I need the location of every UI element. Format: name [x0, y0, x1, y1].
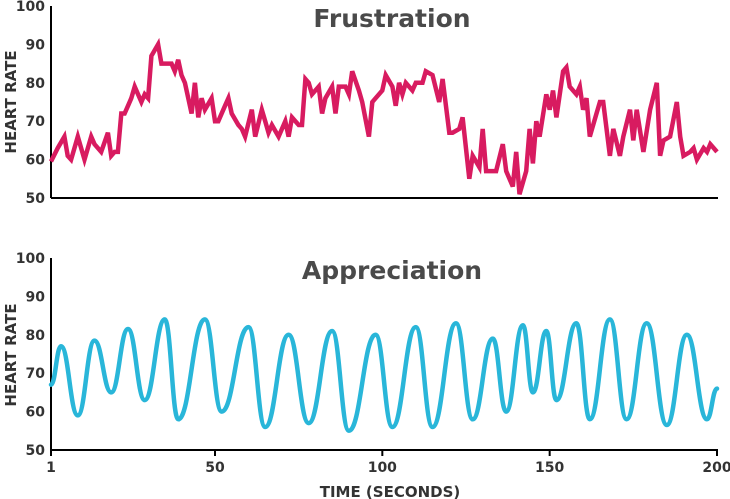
appreciation-x-tick-label: 200 [702, 460, 730, 476]
appreciation-y-tick-label: 80 [26, 328, 46, 344]
frustration-chart-title: Frustration [313, 4, 470, 33]
appreciation-y-tick-label: 100 [16, 251, 45, 267]
appreciation-y-tick-label: 60 [26, 405, 46, 421]
appreciation-x-tick-label: 150 [535, 460, 564, 476]
appreciation-y-tick-label: 50 [26, 443, 46, 459]
appreciation-x-tick-label: 1 [46, 460, 56, 476]
frustration-y-tick-label: 100 [16, 0, 45, 15]
frustration-y-tick-label: 70 [26, 114, 46, 130]
frustration-y-tick-label: 60 [26, 153, 46, 169]
appreciation-x-axis-title: TIME (SECONDS) [320, 483, 461, 499]
appreciation-y-axis-title: HEART RATE [2, 303, 20, 406]
frustration-y-tick-label: 80 [26, 76, 46, 92]
frustration-y-tick-label: 90 [26, 37, 46, 53]
appreciation-y-tick-label: 70 [26, 366, 46, 382]
frustration-y-tick-label: 50 [26, 191, 46, 207]
appreciation-line [48, 317, 720, 434]
frustration-line [48, 37, 719, 195]
appreciation-y-tick-label: 90 [26, 289, 46, 305]
appreciation-x-tick-label: 100 [368, 460, 397, 476]
appreciation-x-tick-label: 50 [205, 460, 225, 476]
appreciation-chart-title: Appreciation [302, 256, 482, 285]
frustration-y-axis-title: HEART RATE [2, 50, 20, 153]
